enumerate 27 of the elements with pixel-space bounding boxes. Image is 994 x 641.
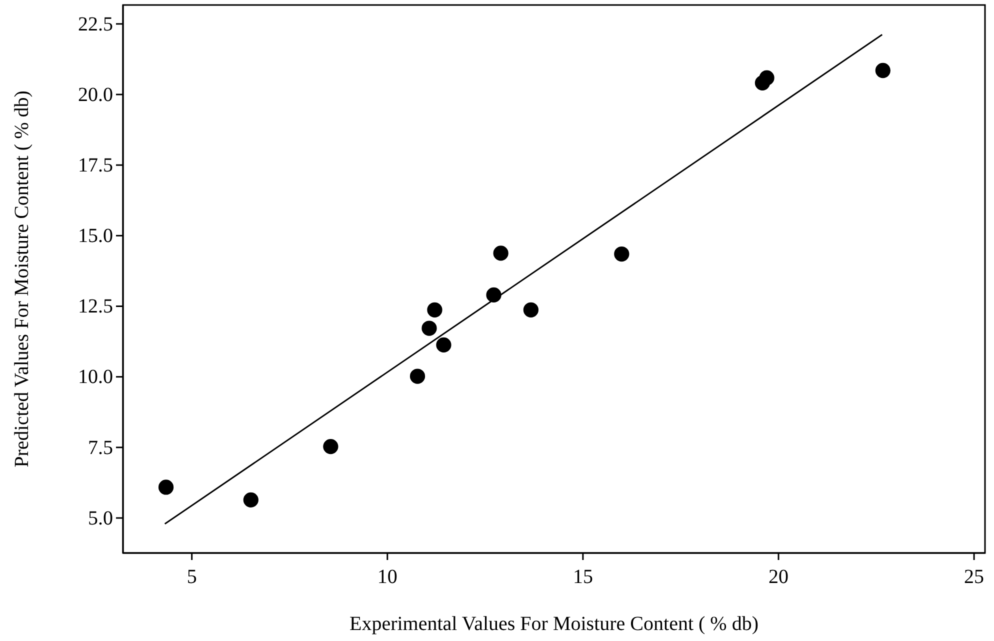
x-tick-label: 25 bbox=[964, 566, 984, 588]
y-tick-label: 7.5 bbox=[88, 436, 113, 459]
point bbox=[410, 368, 426, 384]
y-tick-label: 15.0 bbox=[78, 225, 113, 248]
point bbox=[523, 302, 538, 318]
x-tick-label: 20 bbox=[768, 566, 788, 588]
point bbox=[436, 337, 452, 352]
y-tick-label: 20.0 bbox=[78, 84, 113, 106]
x-tick-label: 10 bbox=[377, 566, 398, 588]
y-tick-label: 10.0 bbox=[78, 366, 113, 388]
point bbox=[427, 302, 442, 318]
point bbox=[422, 320, 437, 336]
point bbox=[614, 246, 630, 262]
x-axis-title: Experimental Values For Moisture Content ( % db) bbox=[349, 613, 759, 635]
point bbox=[759, 70, 774, 86]
y-tick-label: 22.5 bbox=[78, 13, 113, 36]
point bbox=[323, 439, 338, 454]
x-tick-label: 15 bbox=[572, 566, 593, 588]
y-tick-label: 5.0 bbox=[88, 507, 113, 530]
point bbox=[875, 62, 890, 78]
point bbox=[243, 492, 258, 508]
point bbox=[493, 246, 508, 261]
y-axis-title: Predicted Values For Moisture Content ( % db) bbox=[11, 90, 33, 468]
y-tick-label: 17.5 bbox=[78, 154, 113, 176]
x-tick-label: 5 bbox=[186, 566, 197, 588]
y-tick-label: 12.5 bbox=[78, 296, 113, 318]
point bbox=[158, 480, 174, 495]
